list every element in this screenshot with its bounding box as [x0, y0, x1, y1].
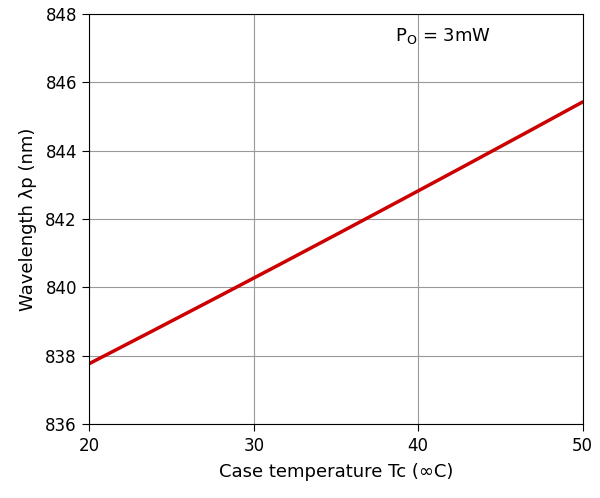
- X-axis label: Case temperature Tc (∞C): Case temperature Tc (∞C): [219, 463, 453, 481]
- Y-axis label: Wavelength λp (nm): Wavelength λp (nm): [19, 127, 37, 311]
- Text: $\mathrm{P_O}$ = 3mW: $\mathrm{P_O}$ = 3mW: [395, 26, 491, 46]
